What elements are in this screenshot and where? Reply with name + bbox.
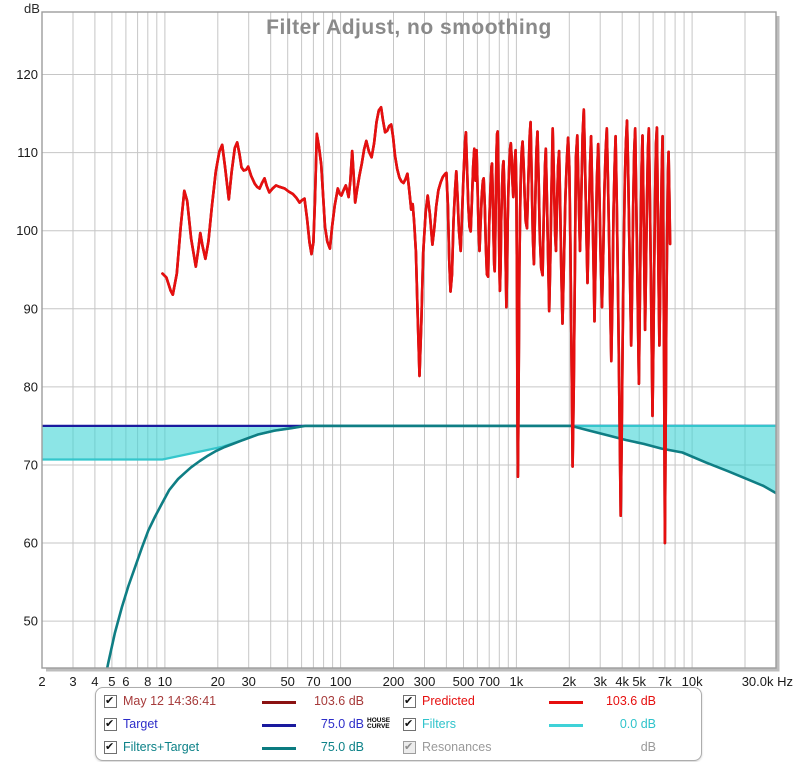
y-tick-label: 110: [17, 145, 38, 160]
legend-value-measurement: 103.6 dB: [313, 694, 364, 708]
legend-entry-filters: Filters 0.0 dB: [399, 715, 697, 737]
y-tick-label: 90: [24, 301, 38, 316]
x-tick-label: 700: [478, 674, 500, 689]
x-tick-label: 8: [144, 674, 151, 689]
x-tick-label: 30.0k Hz: [742, 674, 793, 689]
x-tick-label: 70: [306, 674, 320, 689]
x-tick-label: 4: [91, 674, 98, 689]
y-axis-labels: 50 60 70 80 90 100 110 120: [16, 67, 38, 629]
legend-label-target[interactable]: Target: [123, 717, 158, 731]
x-tick-label: 10: [158, 674, 172, 689]
x-tick-label: 2: [38, 674, 45, 689]
y-tick-label: 100: [16, 223, 38, 238]
legend-entry-predicted: Predicted 103.6 dB: [399, 692, 697, 714]
checkbox-filters[interactable]: [403, 717, 416, 731]
x-tick-label: 7k: [658, 674, 672, 689]
trace-predicted: [161, 106, 672, 545]
x-tick-label: 10k: [682, 674, 703, 689]
y-tick-label: 70: [24, 458, 38, 473]
x-axis-labels: 2 3 4 5 6 8 10 20 30 50 70 100 200 300 500 700 1k 2k 3k 4k 5…: [38, 674, 793, 689]
legend-label-measurement[interactable]: May 12 14:36:41: [123, 694, 217, 708]
x-tick-label: 3k: [593, 674, 607, 689]
x-tick-label: 5: [108, 674, 115, 689]
legend-value-target: 75.0 dB: [320, 717, 364, 731]
checkbox-target[interactable]: [104, 717, 117, 731]
trace-swatch-target: [262, 724, 296, 727]
house-curve-badge: HOUSE CURVE: [367, 717, 391, 730]
trace-swatch-filters: [549, 724, 583, 727]
y-tick-label: 80: [24, 379, 38, 394]
plot-shadow: [46, 16, 780, 672]
filters-fill-band: [42, 425, 776, 494]
checkbox-filters-target[interactable]: [104, 740, 117, 754]
y-tick-label: 60: [24, 536, 38, 551]
legend-entry-resonances: Resonances dB: [399, 738, 697, 760]
legend-value-filters-target: 75.0 dB: [320, 740, 364, 754]
x-tick-label: 3: [69, 674, 76, 689]
trace-swatch-measurement: [262, 701, 296, 704]
trace-filters-target: [105, 424, 776, 668]
x-tick-label: 1k: [510, 674, 524, 689]
x-tick-label: 20: [211, 674, 225, 689]
y-tick-label: 120: [16, 67, 38, 82]
x-tick-label: 100: [330, 674, 352, 689]
x-tick-label: 50: [280, 674, 294, 689]
checkbox-predicted[interactable]: [403, 694, 416, 708]
legend-label-resonances: Resonances: [422, 740, 492, 754]
legend-value-filters: 0.0 dB: [619, 717, 656, 731]
x-tick-label: 200: [383, 674, 405, 689]
legend-value-predicted: 103.6 dB: [605, 694, 656, 708]
legend-label-filters[interactable]: Filters: [422, 717, 457, 731]
trace-swatch-filters-target: [262, 747, 296, 750]
legend-label-filters-target[interactable]: Filters+Target: [123, 740, 200, 754]
y-tick-label: 50: [24, 614, 38, 629]
y-axis-unit-label: dB: [24, 1, 40, 16]
legend-entry-measurement: May 12 14:36:41 103.6 dB: [100, 692, 395, 714]
x-tick-label: 6: [122, 674, 129, 689]
trace-legend-panel: May 12 14:36:41 103.6 dB Predicted 103.6…: [95, 687, 702, 761]
x-tick-label: 2k: [562, 674, 576, 689]
legend-value-resonances: dB: [640, 740, 656, 754]
x-tick-label: 4k: [615, 674, 629, 689]
x-tick-label: 500: [453, 674, 475, 689]
checkbox-measurement[interactable]: [104, 694, 117, 708]
checkbox-resonances: [403, 740, 416, 754]
x-tick-label: 30: [241, 674, 255, 689]
legend-entry-filters-target: Filters+Target 75.0 dB: [100, 738, 395, 760]
legend-label-predicted[interactable]: Predicted: [422, 694, 475, 708]
plot-border: [41, 11, 777, 669]
trace-swatch-predicted: [549, 701, 583, 704]
x-tick-label: 5k: [632, 674, 646, 689]
x-tick-label: 300: [414, 674, 436, 689]
